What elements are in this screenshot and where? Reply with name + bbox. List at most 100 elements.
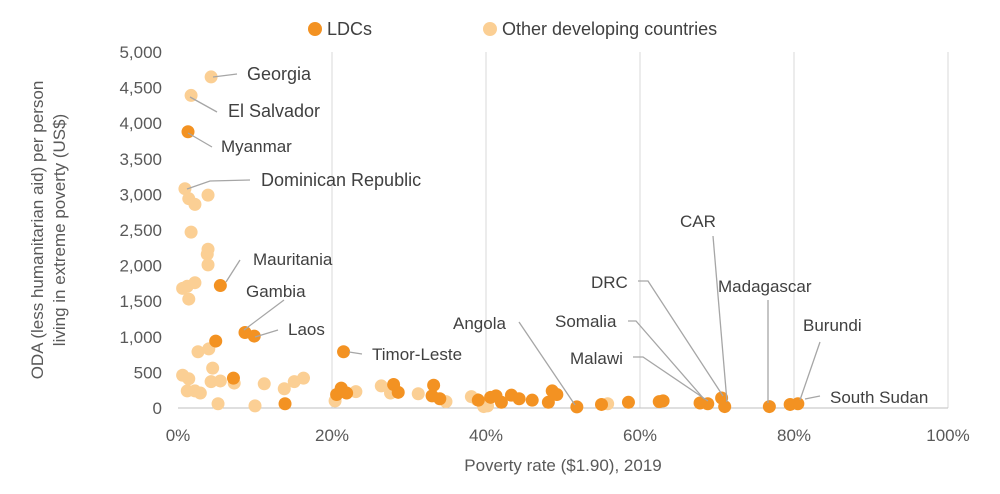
other-point — [191, 345, 205, 359]
x-tick-label: 60% — [623, 426, 657, 445]
annotation-leaders — [186, 73, 821, 406]
x-tick-label: 0% — [166, 426, 191, 445]
x-tick-labels: 0% 20% 40% 60% 80% 100% — [166, 426, 970, 445]
x-tick-label: 100% — [926, 426, 969, 445]
annotation-south-sudan: South Sudan — [830, 388, 928, 407]
other-point — [211, 397, 225, 411]
annotation-gambia: Gambia — [246, 282, 306, 301]
other-point — [200, 247, 214, 261]
annotation-leader — [254, 329, 279, 338]
y-tick-label: 500 — [134, 363, 162, 382]
annotation-laos: Laos — [288, 320, 325, 339]
ldc-point — [512, 392, 526, 406]
ldc-point — [494, 395, 508, 409]
x-tick-label: 80% — [777, 426, 811, 445]
y-axis-title-line2: living in extreme poverty (US$) — [50, 114, 69, 346]
y-tick-label: 2,500 — [119, 221, 162, 240]
annotation-georgia: Georgia — [247, 64, 312, 84]
annotation-leader — [212, 73, 238, 78]
y-tick-label: 3,500 — [119, 150, 162, 169]
annotation-leader — [518, 321, 576, 406]
other-point — [193, 386, 207, 400]
annotation-leader — [628, 320, 705, 400]
ldc-point — [621, 395, 635, 409]
other-point — [184, 225, 198, 239]
other-point — [178, 182, 192, 196]
gridlines — [331, 52, 949, 408]
ldc-point — [213, 279, 227, 293]
other-point — [374, 379, 388, 393]
other-point — [180, 384, 194, 398]
annotation-burundi: Burundi — [803, 316, 862, 335]
other-point — [257, 377, 271, 391]
ldc-point — [541, 395, 555, 409]
annotation-leader — [186, 179, 251, 190]
ldc-point — [595, 397, 608, 411]
ldc-point — [791, 397, 805, 411]
other-point — [201, 258, 215, 272]
annotation-somalia: Somalia — [555, 312, 617, 331]
annotation-leader — [633, 356, 709, 402]
ldc-point — [278, 397, 292, 411]
ldc-point — [209, 334, 223, 348]
annotation-leader — [799, 341, 821, 401]
other-point — [277, 382, 291, 396]
annotation-madagascar: Madagascar — [718, 277, 812, 296]
other-point — [188, 197, 202, 211]
ldc-point — [701, 397, 715, 411]
annotation-leader — [243, 299, 285, 331]
y-tick-label: 2,000 — [119, 257, 162, 276]
y-axis-title-line1: ODA (less humanitarian aid) per person — [28, 81, 47, 380]
ldc-point — [471, 393, 485, 407]
x-tick-label: 40% — [469, 426, 503, 445]
annotation-timor-leste: Timor-Leste — [372, 345, 462, 364]
ldc-point — [337, 345, 351, 359]
annotation-leader — [189, 96, 218, 113]
annotation-leader — [638, 280, 724, 397]
y-tick-label: 5,000 — [119, 43, 162, 62]
annotation-malawi: Malawi — [570, 349, 623, 368]
legend-marker-ldcs — [308, 22, 322, 36]
y-tick-label: 4,500 — [119, 79, 162, 98]
annotation-myanmar: Myanmar — [221, 137, 292, 156]
y-tick-label: 1,000 — [119, 328, 162, 347]
ldc-point — [427, 378, 441, 392]
annotation-leader — [225, 259, 241, 283]
ldc-point — [433, 392, 447, 406]
annotation-angola: Angola — [453, 314, 506, 333]
annotation-car: CAR — [680, 212, 716, 231]
annotation-leader — [348, 351, 363, 355]
y-tick-label: 4,000 — [119, 114, 162, 133]
y-tick-label: 3,000 — [119, 185, 162, 204]
ldc-point — [570, 400, 584, 414]
legend-marker-other — [483, 22, 497, 36]
ldc-point — [391, 385, 405, 399]
ldc-point — [656, 394, 670, 408]
other-point — [182, 372, 196, 386]
y-tick-label: 1,500 — [119, 292, 162, 311]
annotation-labels: Georgia El Salvador Myanmar Dominican Repub… — [221, 64, 928, 407]
other-point — [204, 70, 218, 84]
ldc-point — [340, 386, 354, 400]
legend-label-other: Other developing countries — [502, 19, 717, 39]
other-point — [182, 292, 196, 306]
other-point — [297, 371, 311, 385]
other-point — [201, 188, 215, 202]
y-tick-labels: 0 500 1,000 1,500 2,000 2,500 3,000 3,500 4,000 4… — [119, 43, 162, 418]
legend: LDCs Other developing countries — [308, 19, 717, 39]
legend-label-ldcs: LDCs — [327, 19, 372, 39]
data-points — [176, 70, 805, 414]
ldc-point — [550, 387, 564, 401]
other-point — [248, 399, 262, 413]
annotation-leader — [712, 235, 728, 403]
annotation-mauritania: Mauritania — [253, 250, 333, 269]
ldc-point — [718, 400, 732, 414]
annotation-leader — [804, 395, 821, 400]
ldc-point — [247, 329, 261, 343]
ldc-point — [525, 393, 539, 407]
other-point — [204, 375, 218, 389]
other-point — [411, 387, 425, 401]
ldc-point — [226, 371, 240, 385]
other-point — [206, 361, 220, 375]
